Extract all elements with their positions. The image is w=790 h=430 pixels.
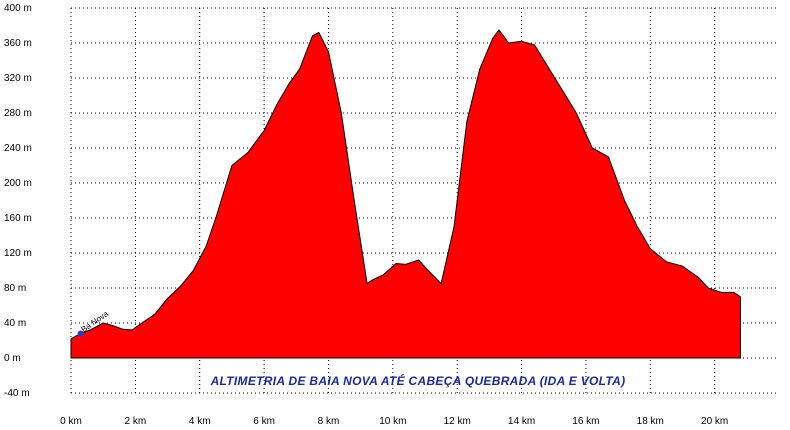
x-tick-label: 8 km	[318, 416, 340, 427]
y-tick-label: 40 m	[4, 318, 26, 329]
y-tick-label: 200 m	[4, 178, 32, 189]
y-tick-label: 160 m	[4, 213, 32, 224]
x-tick-label: 20 km	[701, 416, 728, 427]
x-tick-label: 18 km	[637, 416, 664, 427]
y-tick-label: 360 m	[4, 38, 32, 49]
x-tick-label: 4 km	[189, 416, 211, 427]
area-layer	[70, 29, 741, 359]
y-tick-label: 280 m	[4, 108, 32, 119]
x-tick-label: 10 km	[379, 416, 406, 427]
y-tick-label: 80 m	[4, 283, 26, 294]
y-tick-label: 400 m	[4, 3, 32, 14]
x-tick-label: 6 km	[253, 416, 275, 427]
elevation-area	[70, 29, 741, 359]
y-tick-label: 0 m	[4, 353, 21, 364]
y-tick-label: 320 m	[4, 73, 32, 84]
x-tick-label: 12 km	[444, 416, 471, 427]
y-tick-label: -40 m	[4, 388, 30, 399]
y-tick-label: 240 m	[4, 143, 32, 154]
chart-title: ALTIMETRIA DE BAIA NOVA ATÉ CABEÇA QUEBR…	[210, 373, 626, 388]
axis-layer: -40 m 0 m 40 m 80 m 120 m 160 m 200 m 240 m 280 …	[4, 3, 728, 427]
x-tick-label: 14 km	[508, 416, 535, 427]
x-tick-label: 0 km	[60, 416, 82, 427]
x-tick-label: 2 km	[125, 416, 147, 427]
x-tick-label: 16 km	[572, 416, 599, 427]
start-marker	[77, 330, 84, 337]
y-tick-label: 120 m	[4, 248, 32, 259]
